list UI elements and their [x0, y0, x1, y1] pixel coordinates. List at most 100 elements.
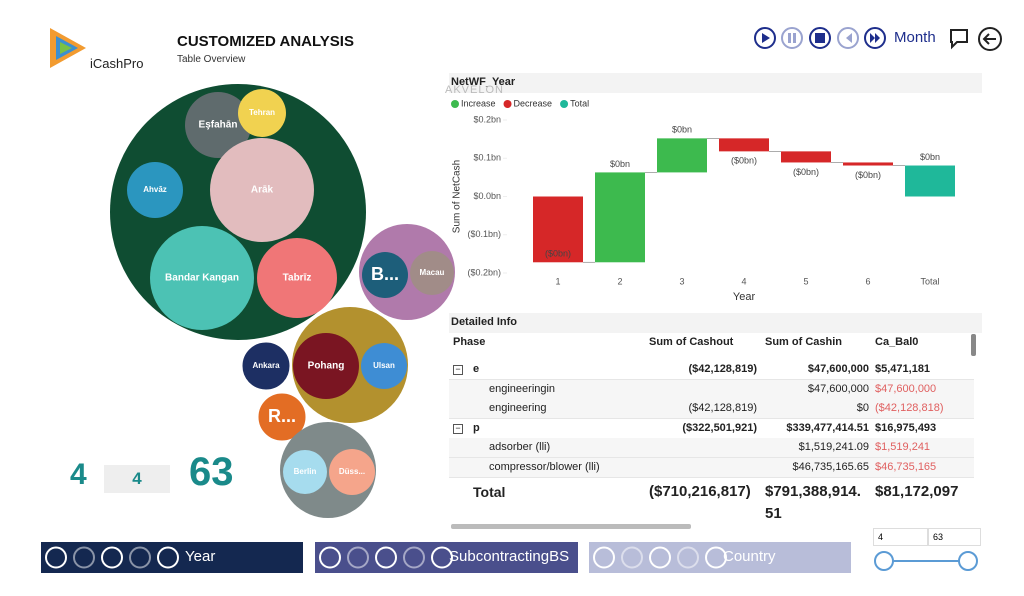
table-cell: $0 [856, 402, 869, 414]
table-cell: Sum of Cashout [649, 336, 734, 348]
table-cell: Ca_Bal0 [875, 336, 919, 348]
bar [905, 165, 955, 197]
table-cell: $1,519,241 [875, 441, 931, 453]
value-label: ($0bn) [731, 156, 757, 166]
value-label: ($0bn) [545, 249, 571, 259]
x-tick-label: 5 [803, 276, 808, 286]
x-tick-label: Total [920, 276, 939, 286]
period-label: Month [894, 29, 936, 46]
header-icons[interactable] [948, 26, 1008, 52]
play-axis[interactable]: SubcontractingBS [315, 542, 578, 573]
table-title: Detailed Info [451, 316, 518, 328]
value-label: $0bn [672, 125, 692, 135]
table-cell: ($322,501,921) [682, 421, 757, 434]
scrollbar[interactable] [451, 524, 691, 529]
detail-table: Phase Sum of Cashout Sum of Cashin Ca_Bal0 −… [449, 333, 974, 523]
x-tick-label: 2 [617, 276, 622, 286]
bubble-label: Bandar Kangan [165, 273, 239, 284]
legend-label: Decrease [514, 98, 553, 108]
x-tick-label: 3 [679, 276, 684, 286]
bubble-label: Tehran [249, 108, 275, 117]
player-button [621, 546, 643, 569]
table-cell: $16,975,493 [875, 421, 937, 434]
slider-max[interactable]: 63 [928, 528, 981, 546]
bubble [150, 226, 254, 330]
bubble-label: Macau [420, 268, 445, 277]
y-tick-label: $0.1bn [473, 153, 501, 163]
table-cell: $5,471,181 [875, 363, 931, 375]
table-cell: engineeringin [489, 382, 556, 395]
bubble [257, 238, 337, 318]
bar [657, 138, 707, 173]
bubble [362, 252, 408, 298]
player-button [347, 546, 369, 569]
bar [719, 138, 769, 152]
bubble-label: Arāk [251, 185, 274, 196]
bubble [329, 449, 375, 495]
kpi-value: 4 [70, 458, 87, 491]
bubble [410, 251, 454, 295]
table-cell: Sum of Cashin [765, 336, 843, 348]
month-player[interactable] [752, 25, 892, 51]
player-button [375, 546, 397, 569]
player-button [129, 546, 151, 569]
table-header-bar [449, 313, 982, 333]
chart-header [449, 73, 982, 93]
bubble [127, 162, 183, 218]
bubble [293, 333, 359, 399]
player-buttons [593, 546, 727, 569]
expand-icon: − [453, 365, 463, 375]
y-tick-label: ($0.1bn) [467, 229, 501, 239]
x-tick-label: 4 [741, 276, 746, 286]
table-cell: $46,735,165.65 [792, 460, 869, 473]
page-title: CUSTOMIZED ANALYSIS [177, 33, 354, 50]
table-cell: $47,600,000 [807, 363, 869, 375]
table-cell: ($42,128,818) [875, 402, 944, 414]
bubble-label: Ankara [252, 361, 280, 370]
player-button [403, 546, 425, 569]
bubble [241, 341, 291, 391]
player-button [101, 546, 123, 569]
table-cell: Total [473, 484, 506, 500]
slider-min[interactable]: 4 [873, 528, 928, 546]
x-axis-label: Year [733, 291, 756, 303]
table-cell: $47,600,000 [875, 382, 937, 395]
bubble-label: Düss... [339, 467, 365, 476]
logo-text: iCashPro [90, 56, 144, 71]
legend-label: Increase [461, 98, 496, 108]
page-subtitle: Table Overview [177, 54, 246, 65]
table-row: Phase Sum of Cashout Sum of Cashin Ca_Bal0 [449, 333, 974, 361]
table-row: compressor/blower (lli) $46,735,165.65 $46… [449, 457, 974, 478]
player-button [705, 546, 727, 569]
play-axis[interactable]: Year [41, 542, 303, 573]
play-axis-label: Country [723, 548, 776, 565]
y-tick-label: $0.0bn [473, 191, 501, 201]
range-slider[interactable] [872, 548, 980, 574]
bar [595, 172, 645, 263]
table-cell: p [473, 421, 480, 434]
table-cell: $47,600,000 [807, 382, 869, 395]
table-cell: ($42,128,819) [688, 363, 758, 375]
bubble-label: Berlin [294, 467, 317, 476]
table-row: − p ($322,501,921) $339,477,414.51 $16,975,4… [449, 418, 974, 439]
bar [781, 151, 831, 163]
scrollbar[interactable] [971, 334, 976, 356]
value-label: ($0bn) [855, 170, 881, 180]
x-tick-label: 6 [865, 276, 870, 286]
value-label: $0bn [920, 152, 940, 162]
bar [533, 196, 583, 263]
table-cell: engineering [489, 402, 547, 414]
table-row: − e ($42,128,819) $47,600,000 $5,471,181 [449, 360, 974, 380]
player-button [431, 546, 453, 569]
legend-swatch [451, 100, 459, 108]
play-axis-label: Year [185, 548, 216, 565]
table-row: engineeringin $47,600,000 $47,600,000 [449, 379, 974, 400]
chart-title: NetWF_Year [451, 76, 516, 88]
table-cell: ($42,128,819) [688, 402, 758, 414]
player-button [649, 546, 671, 569]
y-axis-label: Sum of NetCash [452, 160, 463, 233]
play-axis[interactable]: Country [589, 542, 851, 573]
bubble [283, 450, 327, 494]
bubble [185, 92, 251, 158]
